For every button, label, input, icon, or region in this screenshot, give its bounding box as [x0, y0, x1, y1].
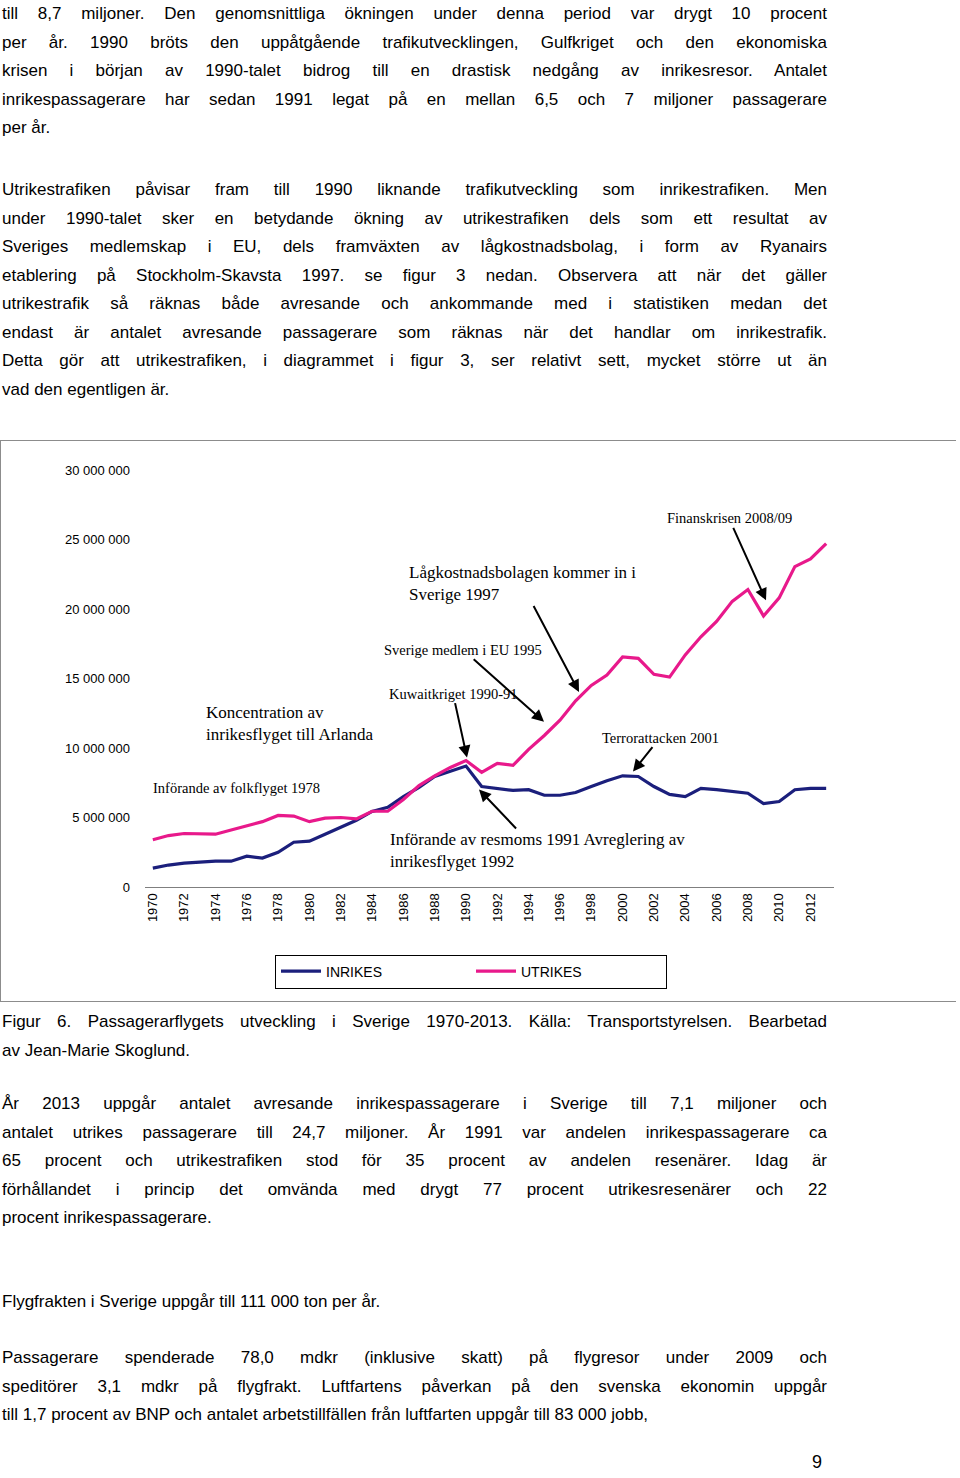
html-text:Sveriges medlemskap i EU, dels: Sveriges medlemskap i EU, dels framväxte…: [2, 237, 827, 256]
svg-text:INRIKES: INRIKES: [326, 964, 382, 980]
html-text:procent inrikespassagerare.: procent inrikespassagerare.: [2, 1208, 212, 1227]
html-text:antalet utrikes passagerare ti: antalet utrikes passagerare till 24,7 mi…: [2, 1122, 827, 1142]
svg-text:Införande av folkflyget 1978: Införande av folkflyget 1978: [153, 780, 320, 796]
svg-text:1970: 1970: [145, 893, 160, 922]
svg-text:1972: 1972: [176, 893, 191, 922]
html-text:krisen i början av 1990-talet: krisen i början av 1990-talet bidrog til…: [2, 61, 827, 80]
svg-text:20 000 000: 20 000 000: [65, 602, 130, 617]
svg-text:1988: 1988: [427, 893, 442, 922]
html-text:per år.: per år.: [2, 118, 51, 137]
html-text:inrikespassagerare har sedan 1: inrikespassagerare har sedan 1991 legat …: [2, 89, 827, 109]
svg-text:15 000 000: 15 000 000: [65, 671, 130, 686]
svg-text:2010: 2010: [771, 893, 786, 922]
svg-text:Införande av resmoms 1991 Avre: Införande av resmoms 1991 Avreglering av…: [390, 830, 685, 871]
html-text:till 8,7 miljoner. Den genomsn: till 8,7 miljoner. Den genomsnittliga ök…: [2, 4, 827, 23]
svg-text:2012: 2012: [803, 893, 818, 922]
svg-text:Terrorattacken 2001: Terrorattacken 2001: [602, 730, 719, 746]
svg-text:2008: 2008: [740, 893, 755, 922]
html-text:9: 9: [812, 1452, 822, 1472]
html-text:vad den egentligen är.: vad den egentligen är.: [2, 379, 170, 399]
svg-text:2004: 2004: [677, 893, 692, 922]
html-text:Detta gör att utrikestrafiken,: Detta gör att utrikestrafiken, i diagram…: [2, 351, 827, 370]
svg-text:Koncentration avinrikesflyget: Koncentration avinrikesflyget till Arlan…: [206, 703, 374, 744]
svg-text:UTRIKES: UTRIKES: [521, 964, 582, 980]
html-text:Figur 6. Passagerarflygets utv: Figur 6. Passagerarflygets utveckling i …: [2, 1012, 827, 1031]
html-text:av Jean-Marie Skoglund.: av Jean-Marie Skoglund.: [2, 1040, 190, 1060]
svg-text:Finanskrisen 2008/09: Finanskrisen 2008/09: [667, 510, 792, 526]
html-text:Flygfrakten i Sverige uppgår t: Flygfrakten i Sverige uppgår till 111 00…: [2, 1292, 381, 1311]
svg-text:Lågkostnadsbolagen kommer in i: Lågkostnadsbolagen kommer in iSverige 19…: [409, 563, 636, 604]
svg-text:1974: 1974: [208, 893, 223, 922]
svg-text:1992: 1992: [490, 893, 505, 922]
svg-text:1990: 1990: [458, 893, 473, 922]
svg-text:2006: 2006: [709, 893, 724, 922]
svg-text:2002: 2002: [646, 893, 661, 922]
svg-text:1998: 1998: [584, 893, 599, 922]
html-text:per år. 1990 bröts den uppåtgå: per år. 1990 bröts den uppåtgående trafi…: [2, 32, 827, 52]
html-text:etablering på Stockholm-Skavst: etablering på Stockholm-Skavsta 1997. se…: [2, 265, 827, 285]
html-text:65 procent och utrikestrafiken: 65 procent och utrikestrafiken stod för …: [2, 1151, 827, 1170]
svg-text:0: 0: [123, 880, 130, 895]
svg-text:1980: 1980: [302, 893, 317, 922]
svg-text:30 000 000: 30 000 000: [65, 463, 130, 478]
html-text:förhållandet i princip det omv: förhållandet i princip det omvända med d…: [2, 1179, 827, 1199]
html-text:endast är antalet avresande pa: endast är antalet avresande passagerare …: [2, 322, 827, 342]
svg-text:1978: 1978: [270, 893, 285, 922]
html-text:utrikestrafik så räknas både a: utrikestrafik så räknas både avresande o…: [2, 294, 827, 313]
html-text:Utrikestrafiken påvisar fram t: Utrikestrafiken påvisar fram till 1990 l…: [2, 180, 827, 199]
html-text:under 1990-talet sker en betyd: under 1990-talet sker en betydande öknin…: [2, 208, 827, 228]
svg-text:1982: 1982: [333, 893, 348, 922]
svg-text:1986: 1986: [396, 893, 411, 922]
svg-text:1984: 1984: [364, 893, 379, 922]
svg-text:1996: 1996: [552, 893, 567, 922]
svg-text:10 000 000: 10 000 000: [65, 741, 130, 756]
svg-text:Kuwaitkriget 1990-91: Kuwaitkriget 1990-91: [389, 686, 517, 702]
svg-text:1976: 1976: [239, 893, 254, 922]
html-text:År 2013 uppgår antalet avresan: År 2013 uppgår antalet avresande inrikes…: [2, 1094, 827, 1113]
html-text:Passagerare spenderade 78,0 md: Passagerare spenderade 78,0 mdkr (inklus…: [2, 1348, 827, 1367]
html-text:till 1,7 procent av BNP och an: till 1,7 procent av BNP och antalet arbe…: [2, 1405, 649, 1424]
svg-text:25 000 000: 25 000 000: [65, 532, 130, 547]
svg-text:5 000 000: 5 000 000: [72, 810, 130, 825]
svg-text:1994: 1994: [521, 893, 536, 922]
html-text:speditörer 3,1 mdkr på flygfra: speditörer 3,1 mdkr på flygfrakt. Luftfa…: [2, 1376, 827, 1396]
svg-text:Sverige medlem i EU 1995: Sverige medlem i EU 1995: [384, 642, 542, 658]
svg-text:2000: 2000: [615, 893, 630, 922]
